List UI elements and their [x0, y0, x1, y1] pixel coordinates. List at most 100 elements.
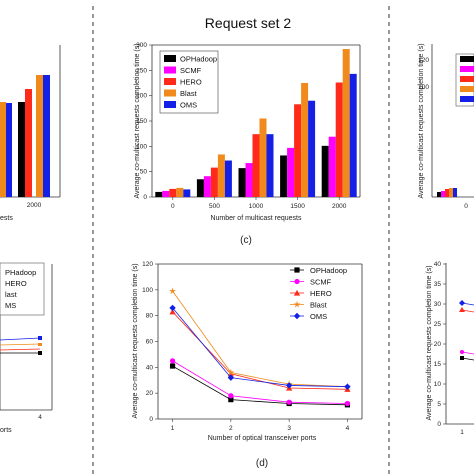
right-legend-swatch-5 — [460, 96, 474, 102]
legend-label-ophadoop: OPHadoop — [310, 266, 347, 275]
legend-label-scmf: SCMF — [180, 66, 202, 75]
left-marker-blast — [38, 343, 42, 346]
legend-label-blast: Blast — [310, 301, 328, 310]
legend-marker-blast — [293, 300, 301, 308]
legend-label-hero: HERO — [180, 78, 202, 87]
bar-scmf-2000 — [328, 136, 336, 197]
line-blast — [172, 290, 348, 388]
legend-swatch-hero — [164, 78, 176, 85]
figure-title: Request set 2 — [205, 15, 292, 31]
bar-hero-500 — [210, 167, 218, 197]
bar-ophadoop-500 — [196, 179, 204, 197]
right-top-bar-1 — [437, 192, 441, 197]
bar-scmf-1000 — [245, 163, 253, 197]
legend-label-oms: OMS — [180, 101, 197, 110]
bar-oms-1000 — [266, 134, 274, 197]
right-top-bar-4 — [449, 188, 453, 197]
legend-label-scmf: SCMF — [310, 278, 332, 287]
legend-label-blast: Blast — [180, 89, 198, 98]
left-top-bar-ophadoop — [18, 102, 25, 197]
legend-marker-hero — [293, 289, 301, 296]
panel-d-y-label: Average co-multicast requests completion… — [132, 263, 139, 418]
panel-c-xtick-label: 1000 — [249, 203, 264, 210]
point-ophadoop-1 — [169, 363, 176, 369]
panel-d-ytick-label: 40 — [146, 364, 154, 371]
bar-oms-2000 — [349, 73, 357, 197]
panel-d-ytick-label: 100 — [142, 287, 153, 294]
point-oms-3 — [285, 382, 293, 389]
panel-c-bar-chart: 0 50 100 150 200 250 300 0 500 1000 1500 2000 OPHa… — [134, 42, 361, 246]
panel-d-xtick-label: 3 — [287, 425, 291, 432]
right-top-bar-3 — [445, 189, 449, 197]
point-scmf-1 — [169, 358, 176, 364]
panel-d-ytick-label: 120 — [142, 261, 153, 268]
legend-swatch-scmf — [164, 66, 176, 74]
right-bottom-ytick-label: 25 — [434, 321, 442, 328]
right-line-scmf — [461, 351, 474, 355]
point-hero-1 — [169, 308, 176, 315]
line-oms — [172, 307, 348, 388]
left-marker-oms — [38, 336, 42, 340]
panel-d-caption: (d) — [256, 458, 268, 469]
right-bottom-ytick-label: 0 — [437, 421, 441, 428]
left-top-xlabel-fragment: ests — [0, 215, 13, 222]
right-top-ylabel: Average co-multicast requests completion… — [418, 43, 425, 198]
panel-c-xtick-label: 2000 — [332, 203, 347, 210]
bar-hero-2000 — [335, 82, 343, 197]
point-oms-1 — [169, 304, 176, 312]
right-bottom-ytick-label: 35 — [434, 281, 442, 288]
panel-c-xtick-label: 1500 — [290, 203, 305, 210]
panel-d-line-chart: 0 20 40 60 80 100 120 1 2 3 4 OPHadoop SCMF HERO Bla… — [132, 261, 363, 469]
left-top-bar-oms — [6, 103, 12, 197]
legend-swatch-ophadoop — [164, 55, 176, 62]
right-partial-panels: 100 120 0 Average co-multicast requests … — [418, 43, 474, 436]
left-top-bar-blast — [0, 102, 6, 197]
bar-blast-1500 — [301, 83, 309, 197]
right-legend-swatch-2 — [460, 66, 474, 72]
point-blast-2 — [227, 368, 235, 376]
legend-swatch-blast — [164, 89, 176, 97]
bar-ophadoop-1500 — [280, 155, 288, 197]
bar-oms-1500 — [308, 100, 316, 197]
panel-d-xtick-label: 2 — [229, 425, 233, 432]
bar-scmf-500 — [203, 176, 211, 197]
left-line-oms — [0, 337, 41, 341]
bar-hero-1500 — [294, 104, 302, 197]
right-legend-swatch-1 — [460, 56, 474, 62]
panel-c-ytick-label: 300 — [136, 42, 147, 49]
bar-ophadoop-2000 — [321, 145, 329, 197]
panel-c-ytick-label: 100 — [136, 143, 147, 150]
right-bottom-ylabel: Average co-multicast requests completion… — [426, 265, 433, 420]
right-marker-hero — [459, 307, 465, 312]
bar-scmf-1500 — [287, 147, 295, 197]
left-top-bar-blast-2 — [36, 75, 43, 197]
left-top-bar-hero — [25, 89, 32, 197]
right-bottom-ytick-label: 20 — [434, 341, 442, 348]
legend-marker-scmf — [294, 278, 300, 285]
right-marker-oms — [459, 300, 465, 306]
legend-label-oms: OMS — [310, 312, 327, 321]
panel-d-ytick-label: 0 — [149, 416, 153, 423]
legend-label-hero: HERO — [310, 289, 332, 298]
right-bottom-ytick-label: 15 — [434, 361, 442, 368]
bar-ophadoop-1000 — [238, 168, 246, 197]
point-ophadoop-2 — [228, 397, 234, 403]
panel-c-xtick-label: 500 — [209, 203, 220, 210]
right-top-bar-5 — [453, 188, 457, 197]
legend-marker-ophadoop — [294, 267, 300, 273]
legend-label-ophadoop: OPHadoop — [180, 55, 217, 64]
right-marker-ophadoop — [460, 356, 464, 360]
left-bottom-legend — [0, 262, 45, 316]
bar-blast-1000 — [259, 118, 267, 197]
panel-c-xtick-label: 0 — [171, 203, 175, 210]
bar-hero-1000 — [252, 134, 260, 197]
left-bottom-xtick: 4 — [38, 414, 42, 421]
point-scmf-3 — [286, 399, 292, 405]
panel-d-xtick-label: 1 — [171, 425, 175, 432]
panel-d-ytick-label: 60 — [146, 339, 154, 346]
panel-d-ytick-label: 80 — [146, 313, 154, 320]
panel-c-ytick-label: 0 — [143, 194, 147, 201]
panel-d-ytick-label: 20 — [146, 390, 154, 397]
left-legend-1: PHadoop — [5, 268, 36, 277]
